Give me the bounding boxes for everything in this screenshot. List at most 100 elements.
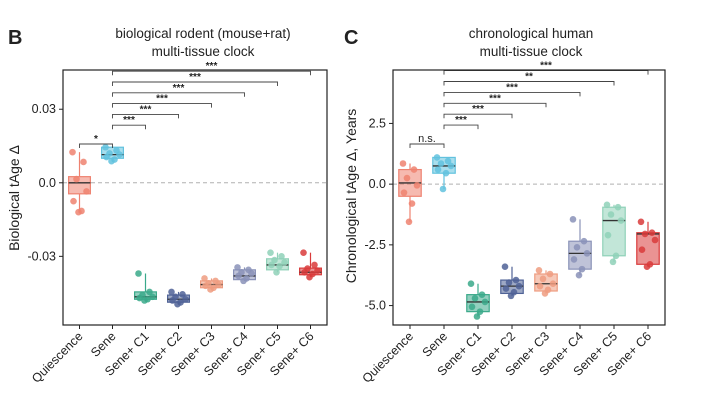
b-sig-label: ***	[140, 104, 152, 115]
c-data-point	[549, 280, 557, 288]
b-sig-bracket	[112, 81, 278, 86]
b-data-point	[273, 268, 280, 276]
c-box-group-5	[534, 267, 558, 297]
c-ytick-label: -5.0	[364, 299, 386, 313]
c-data-point	[400, 189, 408, 196]
b-data-point	[146, 288, 153, 296]
c-sig-label: n.s.	[418, 133, 436, 145]
c-box-group-7	[602, 201, 626, 266]
b-data-point	[276, 262, 283, 270]
b-data-point	[281, 259, 288, 266]
c-ytick-label: 2.5	[369, 116, 386, 130]
c-ytick-label: 0.0	[369, 177, 386, 191]
c-ytick-label: -2.5	[364, 238, 386, 252]
b-data-point	[69, 148, 76, 156]
b-data-point	[268, 261, 275, 269]
b-sig-label: ***	[189, 72, 201, 83]
b-plot-frame	[62, 69, 328, 326]
panel-b-letter: B	[8, 27, 22, 49]
b-sig-label: *	[94, 134, 98, 145]
b-sig-bracket	[112, 113, 179, 119]
b-data-point	[306, 273, 313, 281]
c-data-point	[442, 169, 450, 177]
c-sig-label: ***	[540, 61, 552, 72]
c-data-point	[641, 230, 649, 238]
c-data-point	[403, 174, 411, 182]
c-data-point	[578, 265, 586, 273]
c-box-group-1	[398, 160, 422, 226]
b-sig-label: ***	[173, 83, 185, 94]
panel-c-letter: C	[344, 27, 358, 49]
b-data-point	[141, 297, 148, 304]
c-data-point	[444, 157, 452, 165]
c-data-point	[603, 201, 611, 209]
b-data-point	[301, 268, 308, 276]
c-box-group-2	[432, 154, 456, 193]
c-data-point	[478, 291, 486, 298]
c-data-point	[515, 282, 523, 290]
c-data-point	[638, 246, 646, 254]
c-data-point	[607, 211, 615, 218]
b-data-point	[207, 286, 214, 293]
c-sig-bracket	[443, 102, 547, 108]
c-data-point	[651, 236, 659, 244]
c-data-point	[637, 218, 645, 226]
b-box-group-3	[134, 270, 157, 304]
b-data-point	[314, 267, 321, 274]
b-data-point	[149, 293, 156, 301]
panel-b-title-line-2: multi-tissue clock	[152, 44, 255, 59]
c-data-point	[583, 250, 591, 257]
b-sig-bracket	[112, 124, 146, 130]
b-ytick-label: -0.03	[28, 249, 57, 263]
c-data-point	[505, 279, 513, 286]
c-data-point	[501, 263, 509, 271]
b-ytick-label: 0.03	[32, 102, 56, 116]
panel-b-title-line-1: biological rodent (mouse+rat)	[115, 26, 290, 41]
c-sig-bracket	[443, 91, 581, 97]
panel-c-title-line-1: chronological human	[469, 26, 594, 41]
panel-c-ylabel: Chronological tAge Δ, Years	[343, 109, 359, 284]
panel-b-ylabel: Biological tAge Δ	[6, 145, 22, 251]
b-data-point	[73, 175, 80, 183]
c-data-point	[614, 203, 622, 211]
c-data-point	[648, 229, 656, 237]
c-data-point	[447, 162, 455, 170]
b-box-group-2	[101, 143, 124, 165]
b-sig-label: ***	[156, 94, 168, 105]
c-data-point	[570, 256, 578, 263]
c-category-label: Quiescence	[360, 329, 417, 386]
panel-b-chart: 0.030.0-0.03*******************Quiescenc…	[28, 61, 328, 386]
c-sig-label: ***	[489, 93, 501, 104]
c-data-point	[410, 166, 418, 173]
b-data-point	[169, 297, 176, 304]
b-data-point	[271, 256, 278, 264]
c-data-point	[437, 160, 445, 167]
b-data-point	[135, 270, 142, 277]
b-box-group-6	[233, 264, 256, 285]
c-sig-bracket	[409, 143, 445, 148]
b-data-point	[70, 197, 77, 205]
c-sig-bracket	[443, 81, 615, 86]
c-box-group-6	[568, 216, 592, 279]
c-sig-bracket	[443, 124, 479, 130]
c-data-point	[399, 160, 407, 167]
b-sig-bracket	[79, 143, 113, 148]
b-box-group-7	[266, 249, 289, 276]
b-sig-label: ***	[123, 115, 135, 126]
c-data-point	[535, 267, 543, 274]
b-data-point	[80, 158, 87, 166]
c-box-group-8	[636, 218, 660, 271]
b-sig-label: ***	[206, 61, 218, 72]
c-data-point	[604, 231, 612, 239]
c-data-point	[476, 308, 484, 315]
c-data-point	[539, 275, 547, 283]
b-data-point	[102, 143, 109, 151]
c-data-point	[481, 298, 489, 306]
c-data-point	[507, 292, 515, 300]
c-data-point	[541, 290, 549, 297]
b-box-group-1	[68, 148, 91, 216]
b-data-point	[136, 294, 143, 302]
c-data-point	[569, 216, 577, 223]
c-box-group-4	[500, 263, 524, 300]
